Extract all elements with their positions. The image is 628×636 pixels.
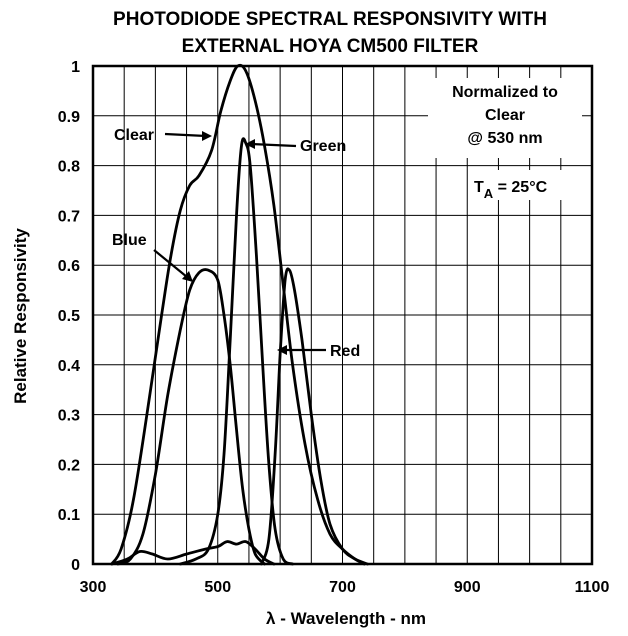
red-series-label: Red — [330, 343, 360, 360]
x-axis-label: λ - Wavelength - nm — [266, 609, 426, 628]
x-axis-ticks: 300 500 700 900 1100 — [80, 579, 610, 596]
normalization-note-line-1: Normalized to — [452, 84, 558, 101]
blue-series-label: Blue — [112, 232, 147, 249]
y-axis-ticks: 0 0.1 0.2 0.3 0.4 0.5 0.6 0.7 0.8 0.9 1 — [58, 59, 80, 574]
y-tick-label: 1 — [71, 59, 80, 76]
green-arrow — [251, 142, 297, 148]
green-series-line — [178, 137, 294, 566]
temperature-subscript: A — [484, 186, 494, 201]
normalization-note-line-2: Clear — [485, 107, 525, 124]
green-arrow-head — [245, 139, 255, 149]
x-tick-label: 1100 — [575, 579, 610, 596]
low-level-series-line — [110, 540, 276, 566]
temperature-suffix: = 25°C — [493, 179, 547, 196]
temperature-note: TA = 25°C — [474, 179, 548, 201]
x-tick-label: 500 — [204, 579, 231, 596]
clear-arrow-head — [202, 131, 212, 141]
normalization-note-line-3: @ 530 nm — [467, 130, 542, 147]
y-tick-label: 0.9 — [58, 109, 80, 126]
temperature-note-background — [468, 170, 586, 200]
y-tick-label: 0.3 — [58, 408, 80, 425]
annotations: Clear Green Blue Red Normalized to Clear… — [112, 78, 586, 360]
chart-title-line-1: PHOTODIODE SPECTRAL RESPONSIVITY WITH — [113, 9, 547, 30]
y-tick-label: 0.2 — [58, 457, 80, 474]
y-tick-label: 0 — [71, 557, 80, 574]
blue-arrow — [153, 249, 188, 278]
green-series-label: Green — [300, 138, 346, 155]
y-tick-label: 0.6 — [58, 258, 80, 275]
red-arrow-head — [277, 345, 287, 355]
y-tick-label: 0.5 — [58, 308, 80, 325]
x-tick-label: 700 — [329, 579, 356, 596]
chart-title-line-2: EXTERNAL HOYA CM500 FILTER — [182, 36, 479, 57]
y-axis-label: Relative Responsivity — [11, 228, 30, 404]
red-series-line — [260, 267, 369, 566]
temperature-prefix: T — [474, 179, 484, 196]
blue-arrow-head — [182, 271, 193, 282]
y-tick-label: 0.4 — [58, 358, 80, 375]
y-tick-label: 0.8 — [58, 159, 80, 176]
clear-arrow — [164, 132, 207, 138]
chart-title: PHOTODIODE SPECTRAL RESPONSIVITY WITH EX… — [113, 9, 547, 57]
normalization-note-background — [428, 78, 582, 158]
x-tick-label: 300 — [80, 579, 107, 596]
y-tick-label: 0.7 — [58, 208, 80, 225]
blue-series-line — [116, 268, 266, 566]
y-tick-label: 0.1 — [58, 507, 80, 524]
plot-frame — [91, 64, 594, 566]
x-tick-label: 900 — [454, 579, 481, 596]
clear-series-label: Clear — [114, 127, 154, 144]
